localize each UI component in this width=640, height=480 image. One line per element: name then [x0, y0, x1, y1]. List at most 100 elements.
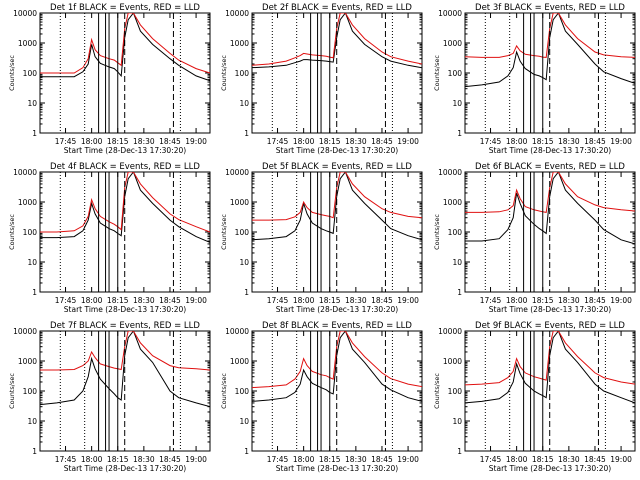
panel-title: Det 4f BLACK = Events, RED = LLD [50, 162, 200, 172]
x-tick-label: 18:30 [345, 455, 367, 464]
y-tick-label: 100 [448, 228, 463, 237]
x-tick-label: 17:45 [55, 455, 77, 464]
y-tick-label: 10 [239, 99, 249, 108]
y-tick-label: 10000 [438, 327, 462, 336]
panel-det-4f: Det 4f BLACK = Events, RED = LLD 1 10 100 10… [8, 162, 211, 314]
y-tick-label: 1 [457, 129, 462, 138]
y-tick-label: 10 [239, 417, 249, 426]
x-tick-label: 18:15 [319, 296, 341, 305]
y-tick-label: 10 [452, 258, 462, 267]
x-axis-label: Start Time (28-Dec-13 17:30:20) [276, 146, 398, 155]
panel-det-9f: Det 9f BLACK = Events, RED = LLD 1 10 100 10… [433, 321, 636, 473]
panel-title: Det 2f BLACK = Events, RED = LLD [262, 3, 412, 13]
y-tick-label: 10 [27, 258, 37, 267]
x-tick-label: 18:15 [107, 296, 129, 305]
x-tick-label: 18:30 [558, 296, 580, 305]
y-axis-label: Counts/sec [220, 373, 228, 409]
x-tick-label: 18:00 [81, 455, 103, 464]
y-tick-label: 1 [457, 447, 462, 456]
y-tick-label: 1 [457, 288, 462, 297]
y-tick-label: 100 [23, 228, 38, 237]
y-tick-label: 1000 [443, 198, 462, 207]
x-tick-label: 18:15 [319, 137, 341, 146]
y-axis-label: Counts/sec [433, 373, 441, 409]
y-tick-label: 1000 [230, 357, 249, 366]
x-tick-label: 18:15 [532, 455, 554, 464]
x-tick-label: 19:00 [610, 455, 632, 464]
panel-title: Det 3f BLACK = Events, RED = LLD [475, 3, 625, 13]
x-axis-label: Start Time (28-Dec-13 17:30:20) [276, 305, 398, 314]
panel-title: Det 6f BLACK = Events, RED = LLD [475, 162, 625, 172]
y-tick-label: 100 [235, 69, 250, 78]
y-tick-label: 1000 [230, 198, 249, 207]
panel-det-1f: Det 1f BLACK = Events, RED = LLD 1 10 100 10… [8, 3, 211, 155]
y-axis-label: Counts/sec [433, 55, 441, 91]
x-tick-label: 18:15 [107, 455, 129, 464]
y-tick-label: 10000 [225, 327, 249, 336]
x-tick-label: 18:00 [506, 137, 528, 146]
panel-det-6f: Det 6f BLACK = Events, RED = LLD 1 10 100 10… [433, 162, 636, 314]
panel-title: Det 8f BLACK = Events, RED = LLD [262, 321, 412, 331]
y-tick-label: 1 [244, 447, 249, 456]
y-tick-label: 10 [27, 417, 37, 426]
x-tick-label: 18:00 [293, 455, 315, 464]
x-tick-label: 18:45 [159, 455, 181, 464]
x-tick-label: 18:00 [293, 137, 315, 146]
x-tick-label: 17:45 [480, 137, 502, 146]
y-tick-label: 1000 [18, 198, 37, 207]
x-tick-label: 19:00 [185, 296, 207, 305]
x-tick-label: 18:45 [371, 137, 393, 146]
x-tick-label: 19:00 [185, 455, 207, 464]
x-tick-label: 18:00 [506, 296, 528, 305]
x-tick-label: 18:00 [81, 296, 103, 305]
x-tick-label: 18:00 [506, 455, 528, 464]
y-axis-label: Counts/sec [220, 214, 228, 250]
x-tick-label: 18:15 [319, 455, 341, 464]
y-tick-label: 10000 [13, 168, 37, 177]
y-axis-label: Counts/sec [8, 214, 16, 250]
x-tick-label: 18:45 [584, 296, 606, 305]
x-tick-label: 18:30 [558, 455, 580, 464]
x-tick-label: 17:45 [55, 137, 77, 146]
panel-det-2f: Det 2f BLACK = Events, RED = LLD 1 10 100 10… [220, 3, 423, 155]
panel-title: Det 9f BLACK = Events, RED = LLD [475, 321, 625, 331]
x-tick-label: 18:30 [345, 137, 367, 146]
panel-det-5f: Det 5f BLACK = Events, RED = LLD 1 10 100 10… [220, 162, 423, 314]
y-tick-label: 100 [23, 387, 38, 396]
y-tick-label: 10000 [438, 9, 462, 18]
panel-det-8f: Det 8f BLACK = Events, RED = LLD 1 10 100 10… [220, 321, 423, 473]
x-tick-label: 17:45 [55, 296, 77, 305]
x-tick-label: 18:15 [532, 137, 554, 146]
x-tick-label: 17:45 [267, 455, 289, 464]
y-axis-label: Counts/sec [433, 214, 441, 250]
x-tick-label: 18:15 [532, 296, 554, 305]
panel-det-3f: Det 3f BLACK = Events, RED = LLD 1 10 100 10… [433, 3, 636, 155]
x-tick-label: 18:45 [584, 455, 606, 464]
panel-title: Det 5f BLACK = Events, RED = LLD [262, 162, 412, 172]
x-tick-label: 18:45 [371, 296, 393, 305]
y-tick-label: 100 [235, 387, 250, 396]
x-tick-label: 19:00 [610, 137, 632, 146]
x-tick-label: 17:45 [480, 455, 502, 464]
y-axis-label: Counts/sec [8, 373, 16, 409]
x-tick-label: 17:45 [267, 296, 289, 305]
y-tick-label: 1 [244, 129, 249, 138]
y-tick-label: 10000 [438, 168, 462, 177]
x-tick-label: 18:30 [133, 296, 155, 305]
panel-det-7f: Det 7f BLACK = Events, RED = LLD 1 10 100 10… [8, 321, 211, 473]
x-tick-label: 18:45 [159, 137, 181, 146]
y-tick-label: 1 [32, 129, 37, 138]
x-tick-label: 18:15 [107, 137, 129, 146]
y-tick-label: 1 [32, 288, 37, 297]
x-tick-label: 17:45 [267, 137, 289, 146]
x-tick-label: 18:45 [584, 137, 606, 146]
y-tick-label: 10000 [13, 327, 37, 336]
y-axis-label: Counts/sec [220, 55, 228, 91]
y-tick-label: 1000 [443, 39, 462, 48]
x-tick-label: 18:45 [371, 455, 393, 464]
x-axis-label: Start Time (28-Dec-13 17:30:20) [489, 305, 611, 314]
x-axis-label: Start Time (28-Dec-13 17:30:20) [489, 464, 611, 473]
x-tick-label: 18:30 [558, 137, 580, 146]
y-tick-label: 1 [32, 447, 37, 456]
